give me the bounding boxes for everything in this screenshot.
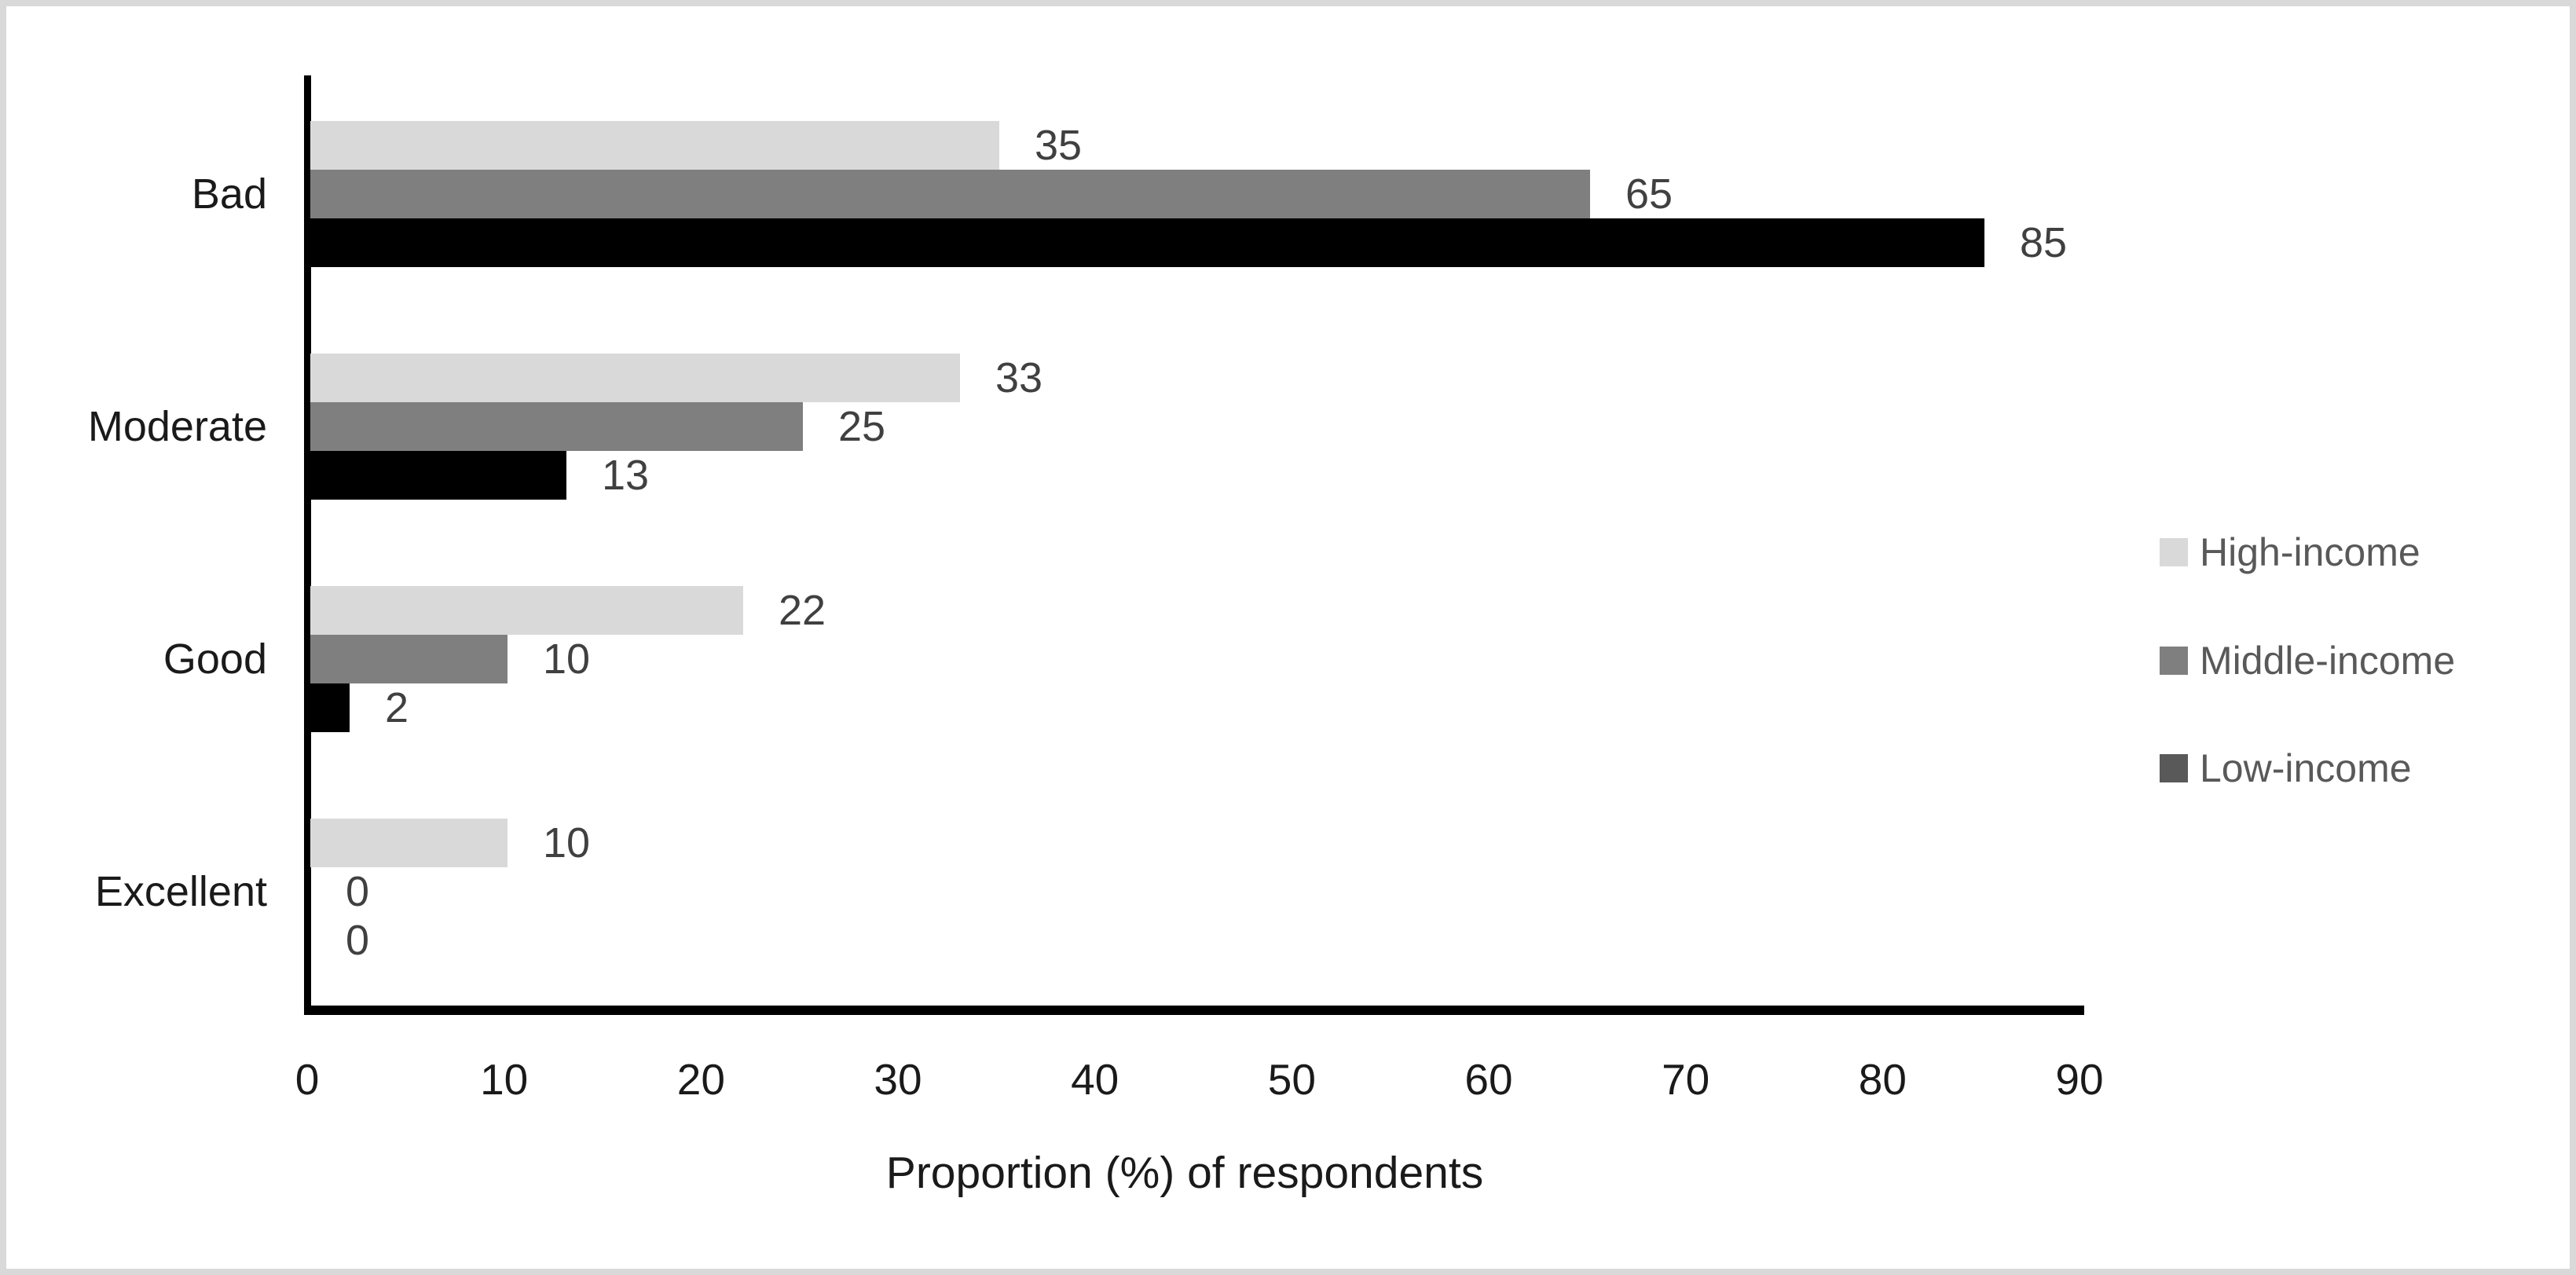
value-label-low-income-bad: 85 bbox=[2020, 219, 2068, 266]
x-tick-60: 60 bbox=[1464, 1055, 1513, 1104]
bar-high-income-moderate bbox=[310, 354, 960, 402]
legend-label-middle-income: Middle-income bbox=[2200, 639, 2456, 683]
legend-label-low-income: Low-income bbox=[2200, 746, 2412, 790]
value-label-high-income-moderate: 33 bbox=[995, 354, 1043, 401]
grouped-bar-chart: Proportion (%) of respondents Bad 35 65 85 M… bbox=[6, 6, 2570, 1269]
x-tick-30: 30 bbox=[874, 1055, 922, 1104]
x-tick-40: 40 bbox=[1071, 1055, 1119, 1104]
value-label-middle-income-good: 10 bbox=[543, 636, 591, 683]
value-label-high-income-excellent: 10 bbox=[543, 819, 591, 866]
x-tick-10: 10 bbox=[480, 1055, 529, 1104]
legend-item-high-income: High-income bbox=[2160, 530, 2420, 574]
bar-middle-income-bad bbox=[310, 170, 1590, 218]
x-tick-80: 80 bbox=[1858, 1055, 1907, 1104]
bar-low-income-bad bbox=[310, 218, 1984, 267]
value-label-high-income-bad: 35 bbox=[1035, 122, 1083, 169]
x-tick-0: 0 bbox=[295, 1055, 320, 1104]
category-label-bad: Bad bbox=[191, 170, 267, 218]
bar-middle-income-moderate bbox=[310, 402, 803, 451]
category-label-good: Good bbox=[163, 636, 267, 683]
value-label-middle-income-bad: 65 bbox=[1625, 170, 1673, 218]
value-label-low-income-moderate: 13 bbox=[602, 452, 650, 499]
x-tick-90: 90 bbox=[2055, 1055, 2104, 1104]
y-axis-line bbox=[304, 75, 311, 1015]
bar-middle-income-good bbox=[310, 635, 508, 683]
category-label-excellent: Excellent bbox=[94, 868, 267, 915]
category-label-moderate: Moderate bbox=[87, 403, 267, 450]
x-tick-50: 50 bbox=[1267, 1055, 1316, 1104]
value-label-middle-income-moderate: 25 bbox=[838, 403, 886, 450]
bar-high-income-excellent bbox=[310, 819, 508, 867]
legend-label-high-income: High-income bbox=[2200, 530, 2420, 574]
bar-low-income-good bbox=[310, 683, 350, 732]
legend-item-low-income: Low-income bbox=[2160, 746, 2412, 790]
value-label-low-income-excellent: 0 bbox=[346, 917, 370, 964]
bar-high-income-good bbox=[310, 586, 743, 635]
legend-swatch-middle-income bbox=[2160, 647, 2188, 675]
x-tick-20: 20 bbox=[676, 1055, 725, 1104]
legend-item-middle-income: Middle-income bbox=[2160, 639, 2455, 683]
value-label-low-income-good: 2 bbox=[385, 684, 409, 731]
x-axis-title: Proportion (%) of respondents bbox=[885, 1148, 1484, 1198]
value-label-middle-income-excellent: 0 bbox=[346, 868, 370, 915]
bar-low-income-moderate bbox=[310, 451, 566, 500]
legend-swatch-low-income bbox=[2160, 754, 2188, 782]
legend-swatch-high-income bbox=[2160, 538, 2188, 566]
value-label-high-income-good: 22 bbox=[779, 587, 826, 634]
bar-high-income-bad bbox=[310, 121, 999, 170]
x-tick-70: 70 bbox=[1662, 1055, 1710, 1104]
x-axis-line bbox=[304, 1006, 2084, 1015]
